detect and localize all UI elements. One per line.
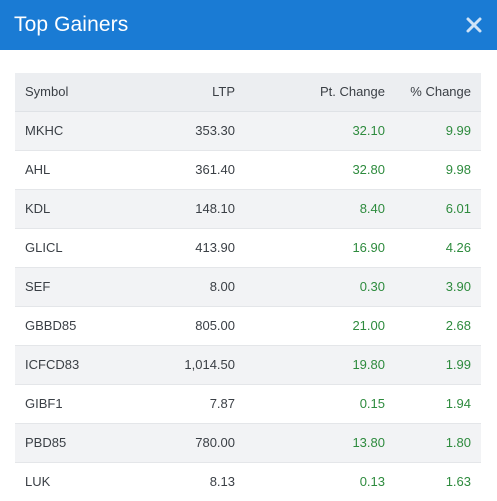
pct-change-cell: 4.26 — [395, 228, 481, 268]
ltp-cell: 353.30 — [130, 111, 245, 151]
pct-change-cell: 1.63 — [395, 462, 481, 501]
column-header-symbol: Symbol — [15, 73, 130, 112]
close-icon[interactable] — [465, 16, 483, 34]
pt-change-cell: 21.00 — [245, 306, 395, 346]
symbol-cell: KDL — [15, 189, 130, 229]
ltp-cell: 148.10 — [130, 189, 245, 229]
symbol-cell: SEF — [15, 267, 130, 307]
pt-change-cell: 16.90 — [245, 228, 395, 268]
ltp-cell: 1,014.50 — [130, 345, 245, 385]
pt-change-cell: 32.10 — [245, 111, 395, 151]
pt-change-cell: 8.40 — [245, 189, 395, 229]
pct-change-cell: 6.01 — [395, 189, 481, 229]
ltp-cell: 805.00 — [130, 306, 245, 346]
symbol-cell: GIBF1 — [15, 384, 130, 424]
gainers-table-container: Symbol LTP Pt. Change % Change MKHC 353.3… — [15, 73, 481, 501]
table-row[interactable]: ICFCD83 1,014.50 19.80 1.99 — [15, 345, 481, 385]
symbol-cell: LUK — [15, 462, 130, 501]
table-row[interactable]: GIBF1 7.87 0.15 1.94 — [15, 384, 481, 424]
table-body: MKHC 353.30 32.10 9.99 AHL 361.40 32.80 9.98 KDL… — [15, 111, 481, 501]
pt-change-cell: 0.15 — [245, 384, 395, 424]
table-row[interactable]: KDL 148.10 8.40 6.01 — [15, 189, 481, 229]
symbol-cell: PBD85 — [15, 423, 130, 463]
gainers-table: Symbol LTP Pt. Change % Change MKHC 353.3… — [15, 73, 481, 501]
column-header-ltp: LTP — [130, 73, 245, 112]
ltp-cell: 413.90 — [130, 228, 245, 268]
pt-change-cell: 32.80 — [245, 150, 395, 190]
table-row[interactable]: AHL 361.40 32.80 9.98 — [15, 150, 481, 190]
symbol-cell: MKHC — [15, 111, 130, 151]
symbol-cell: ICFCD83 — [15, 345, 130, 385]
ltp-cell: 8.13 — [130, 462, 245, 501]
table-row[interactable]: SEF 8.00 0.30 3.90 — [15, 267, 481, 307]
pct-change-cell: 1.99 — [395, 345, 481, 385]
modal-header: Top Gainers — [0, 0, 497, 50]
column-header-pct-change: % Change — [395, 73, 481, 112]
pct-change-cell: 9.98 — [395, 150, 481, 190]
pt-change-cell: 0.13 — [245, 462, 395, 501]
table-header-row: Symbol LTP Pt. Change % Change — [15, 73, 481, 112]
table-row[interactable]: LUK 8.13 0.13 1.63 — [15, 462, 481, 501]
pt-change-cell: 13.80 — [245, 423, 395, 463]
pct-change-cell: 9.99 — [395, 111, 481, 151]
table-row[interactable]: GLICL 413.90 16.90 4.26 — [15, 228, 481, 268]
pct-change-cell: 2.68 — [395, 306, 481, 346]
ltp-cell: 361.40 — [130, 150, 245, 190]
table-row[interactable]: MKHC 353.30 32.10 9.99 — [15, 111, 481, 151]
ltp-cell: 8.00 — [130, 267, 245, 307]
symbol-cell: GBBD85 — [15, 306, 130, 346]
pct-change-cell: 1.94 — [395, 384, 481, 424]
ltp-cell: 7.87 — [130, 384, 245, 424]
pt-change-cell: 19.80 — [245, 345, 395, 385]
pct-change-cell: 1.80 — [395, 423, 481, 463]
column-header-pt-change: Pt. Change — [245, 73, 395, 112]
table-row[interactable]: GBBD85 805.00 21.00 2.68 — [15, 306, 481, 346]
table-row[interactable]: PBD85 780.00 13.80 1.80 — [15, 423, 481, 463]
symbol-cell: AHL — [15, 150, 130, 190]
pct-change-cell: 3.90 — [395, 267, 481, 307]
symbol-cell: GLICL — [15, 228, 130, 268]
pt-change-cell: 0.30 — [245, 267, 395, 307]
modal-title: Top Gainers — [14, 13, 129, 36]
ltp-cell: 780.00 — [130, 423, 245, 463]
